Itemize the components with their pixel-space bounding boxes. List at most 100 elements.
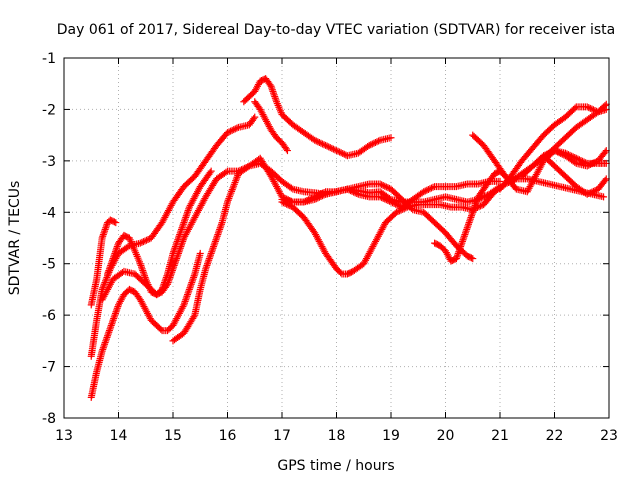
data-point <box>565 151 573 159</box>
data-point <box>109 255 117 263</box>
data-point <box>337 269 345 277</box>
data-point <box>188 277 196 285</box>
data-point <box>340 150 348 158</box>
data-point <box>101 279 109 287</box>
data-point <box>547 148 555 156</box>
data-point <box>251 113 259 121</box>
x-tick-label: 20 <box>437 428 455 444</box>
data-point <box>111 311 119 319</box>
data-point <box>384 197 392 205</box>
data-point <box>105 328 113 336</box>
data-point <box>407 204 415 212</box>
data-point <box>207 249 215 257</box>
data-point <box>575 156 583 164</box>
data-point <box>209 244 217 252</box>
data-point <box>110 253 118 261</box>
data-point <box>141 237 149 245</box>
x-tick-label: 22 <box>546 428 564 444</box>
data-point <box>455 248 463 256</box>
data-point <box>107 260 115 268</box>
data-point <box>458 239 466 247</box>
data-point <box>181 215 189 223</box>
data-point <box>320 191 328 199</box>
data-point <box>217 222 225 230</box>
data-point <box>387 198 395 206</box>
data-point <box>102 275 110 283</box>
data-point <box>113 244 121 252</box>
data-point <box>179 236 187 244</box>
data-point <box>165 275 173 283</box>
data-point <box>114 303 122 311</box>
data-point <box>216 224 224 232</box>
data-point <box>113 306 121 314</box>
data-point <box>187 282 195 290</box>
data-point <box>112 219 120 227</box>
data-point <box>389 199 397 207</box>
series-pass-3 <box>87 249 204 401</box>
data-point <box>181 299 189 307</box>
data-point <box>583 190 591 198</box>
data-point <box>331 146 339 154</box>
data-point <box>184 208 192 216</box>
data-point <box>103 273 111 281</box>
data-point <box>211 237 219 245</box>
data-point <box>334 147 342 155</box>
data-point <box>468 210 476 218</box>
data-point <box>102 277 110 285</box>
data-point <box>136 260 144 268</box>
data-point <box>466 217 474 225</box>
data-point <box>176 231 184 239</box>
data-point <box>162 282 170 290</box>
data-point <box>396 207 404 215</box>
x-tick-label: 23 <box>600 428 618 444</box>
data-point <box>269 87 277 95</box>
series-pass-6 <box>169 154 504 345</box>
y-axis-label: SDTVAR / TECUs <box>7 181 23 296</box>
data-point <box>368 140 376 148</box>
data-point <box>182 294 190 302</box>
data-point <box>460 232 468 240</box>
data-point <box>461 229 469 237</box>
data-point <box>210 243 218 251</box>
data-point <box>381 195 389 203</box>
data-point <box>108 318 116 326</box>
data-point <box>601 148 609 156</box>
data-point <box>107 321 115 329</box>
data-point <box>585 190 593 198</box>
data-point <box>170 263 178 271</box>
data-point <box>139 268 147 276</box>
data-point <box>376 193 384 201</box>
data-point <box>181 297 189 305</box>
data-point <box>460 234 468 242</box>
data-point <box>174 251 182 259</box>
data-point <box>207 251 215 259</box>
data-point <box>206 253 214 261</box>
data-point <box>311 195 319 203</box>
data-point <box>99 344 107 352</box>
data-point <box>169 265 177 273</box>
data-point <box>326 144 334 152</box>
data-point <box>225 128 233 136</box>
axis-ticks: 13 14 15 16 17 18 19 20 21 22 23 -8 -7 -6 -5 -4 -3 -2 -1 <box>42 51 618 444</box>
data-point <box>496 177 504 185</box>
data-point <box>315 193 323 201</box>
data-point <box>98 347 106 355</box>
data-point <box>266 81 274 89</box>
data-point <box>467 213 475 221</box>
data-point <box>376 180 384 188</box>
data-point <box>317 192 325 200</box>
data-point <box>337 149 345 157</box>
data-point <box>99 231 107 239</box>
data-point <box>141 272 149 280</box>
data-point <box>471 201 479 209</box>
data-point <box>228 126 236 134</box>
data-point <box>353 190 361 198</box>
data-point <box>469 207 477 215</box>
data-point <box>314 194 322 202</box>
data-point <box>101 339 109 347</box>
data-point <box>424 186 432 194</box>
data-point <box>186 284 194 292</box>
data-point <box>465 219 473 227</box>
data-point <box>318 192 326 200</box>
